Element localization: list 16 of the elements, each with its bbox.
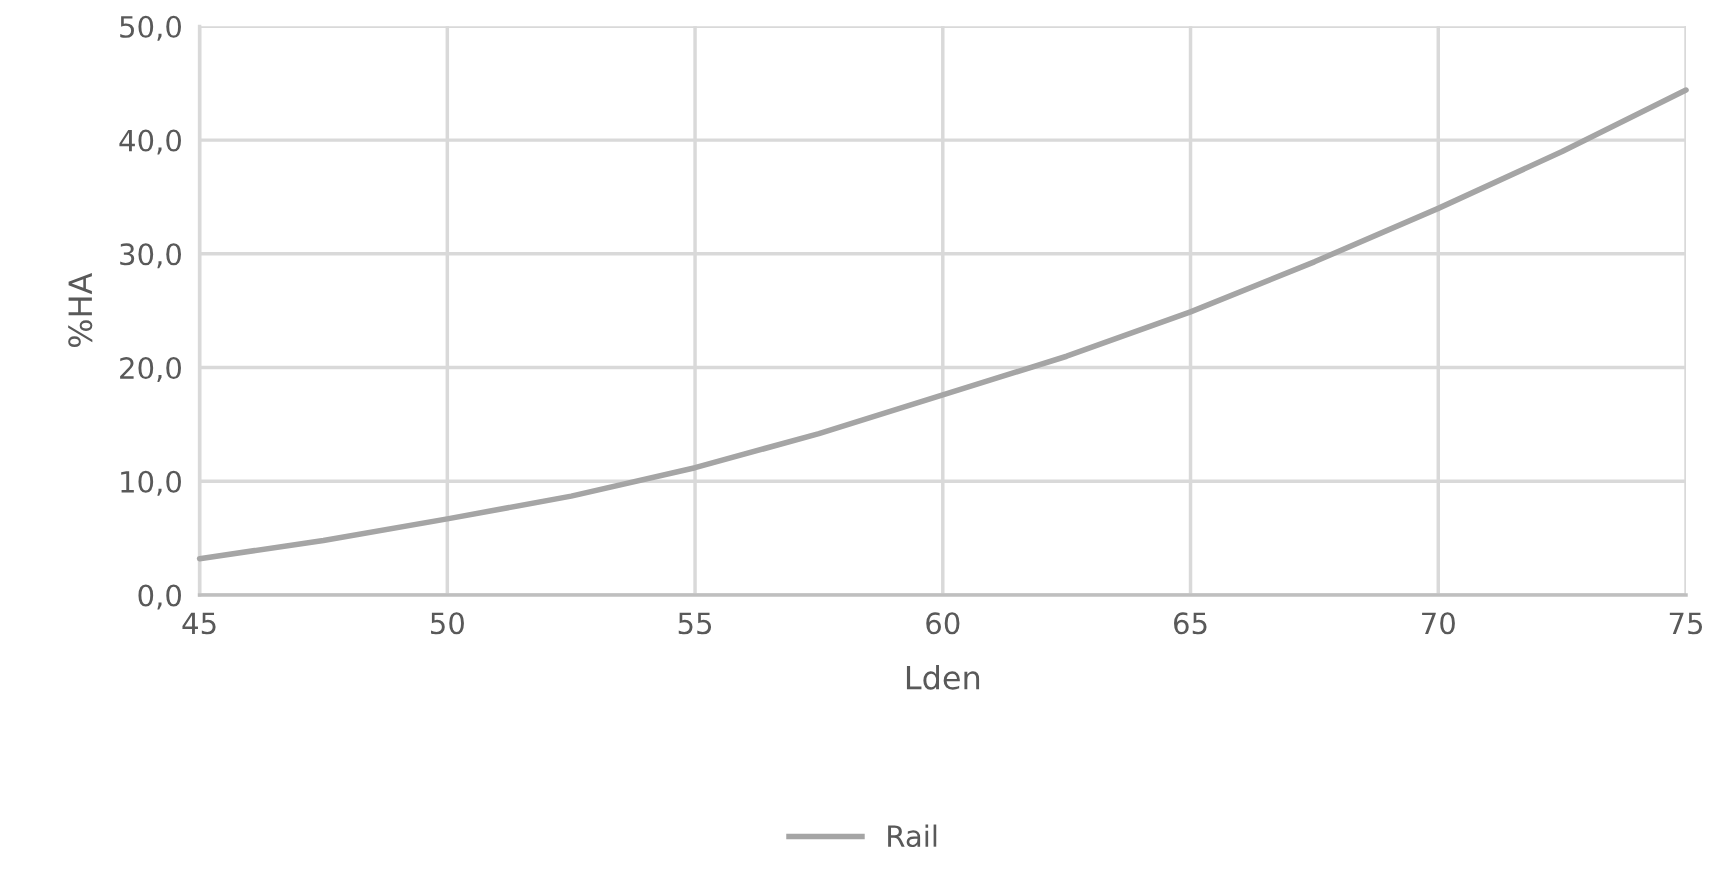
y-tick-label: 40,0 bbox=[119, 129, 181, 155]
x-tick-label: 70 bbox=[1422, 612, 1455, 635]
y-tick-label: 0,0 bbox=[138, 584, 181, 610]
x-tick-label: 65 bbox=[1174, 612, 1207, 635]
x-tick-label: 50 bbox=[431, 612, 464, 635]
y-tick-label: 50,0 bbox=[120, 15, 181, 41]
x-axis-title: Lden bbox=[906, 664, 980, 690]
x-tick-label: 60 bbox=[926, 612, 960, 635]
x-tick-label: 75 bbox=[1669, 612, 1703, 635]
y-tick-label: 20,0 bbox=[120, 357, 181, 383]
x-tick-label: 55 bbox=[678, 612, 712, 635]
legend-label: Rail bbox=[888, 824, 937, 848]
y-axis-title: %HA bbox=[68, 272, 93, 348]
x-tick-label: 45 bbox=[182, 612, 216, 635]
y-tick-label: 10,0 bbox=[121, 470, 181, 496]
y-tick-label: 30,0 bbox=[120, 243, 181, 269]
